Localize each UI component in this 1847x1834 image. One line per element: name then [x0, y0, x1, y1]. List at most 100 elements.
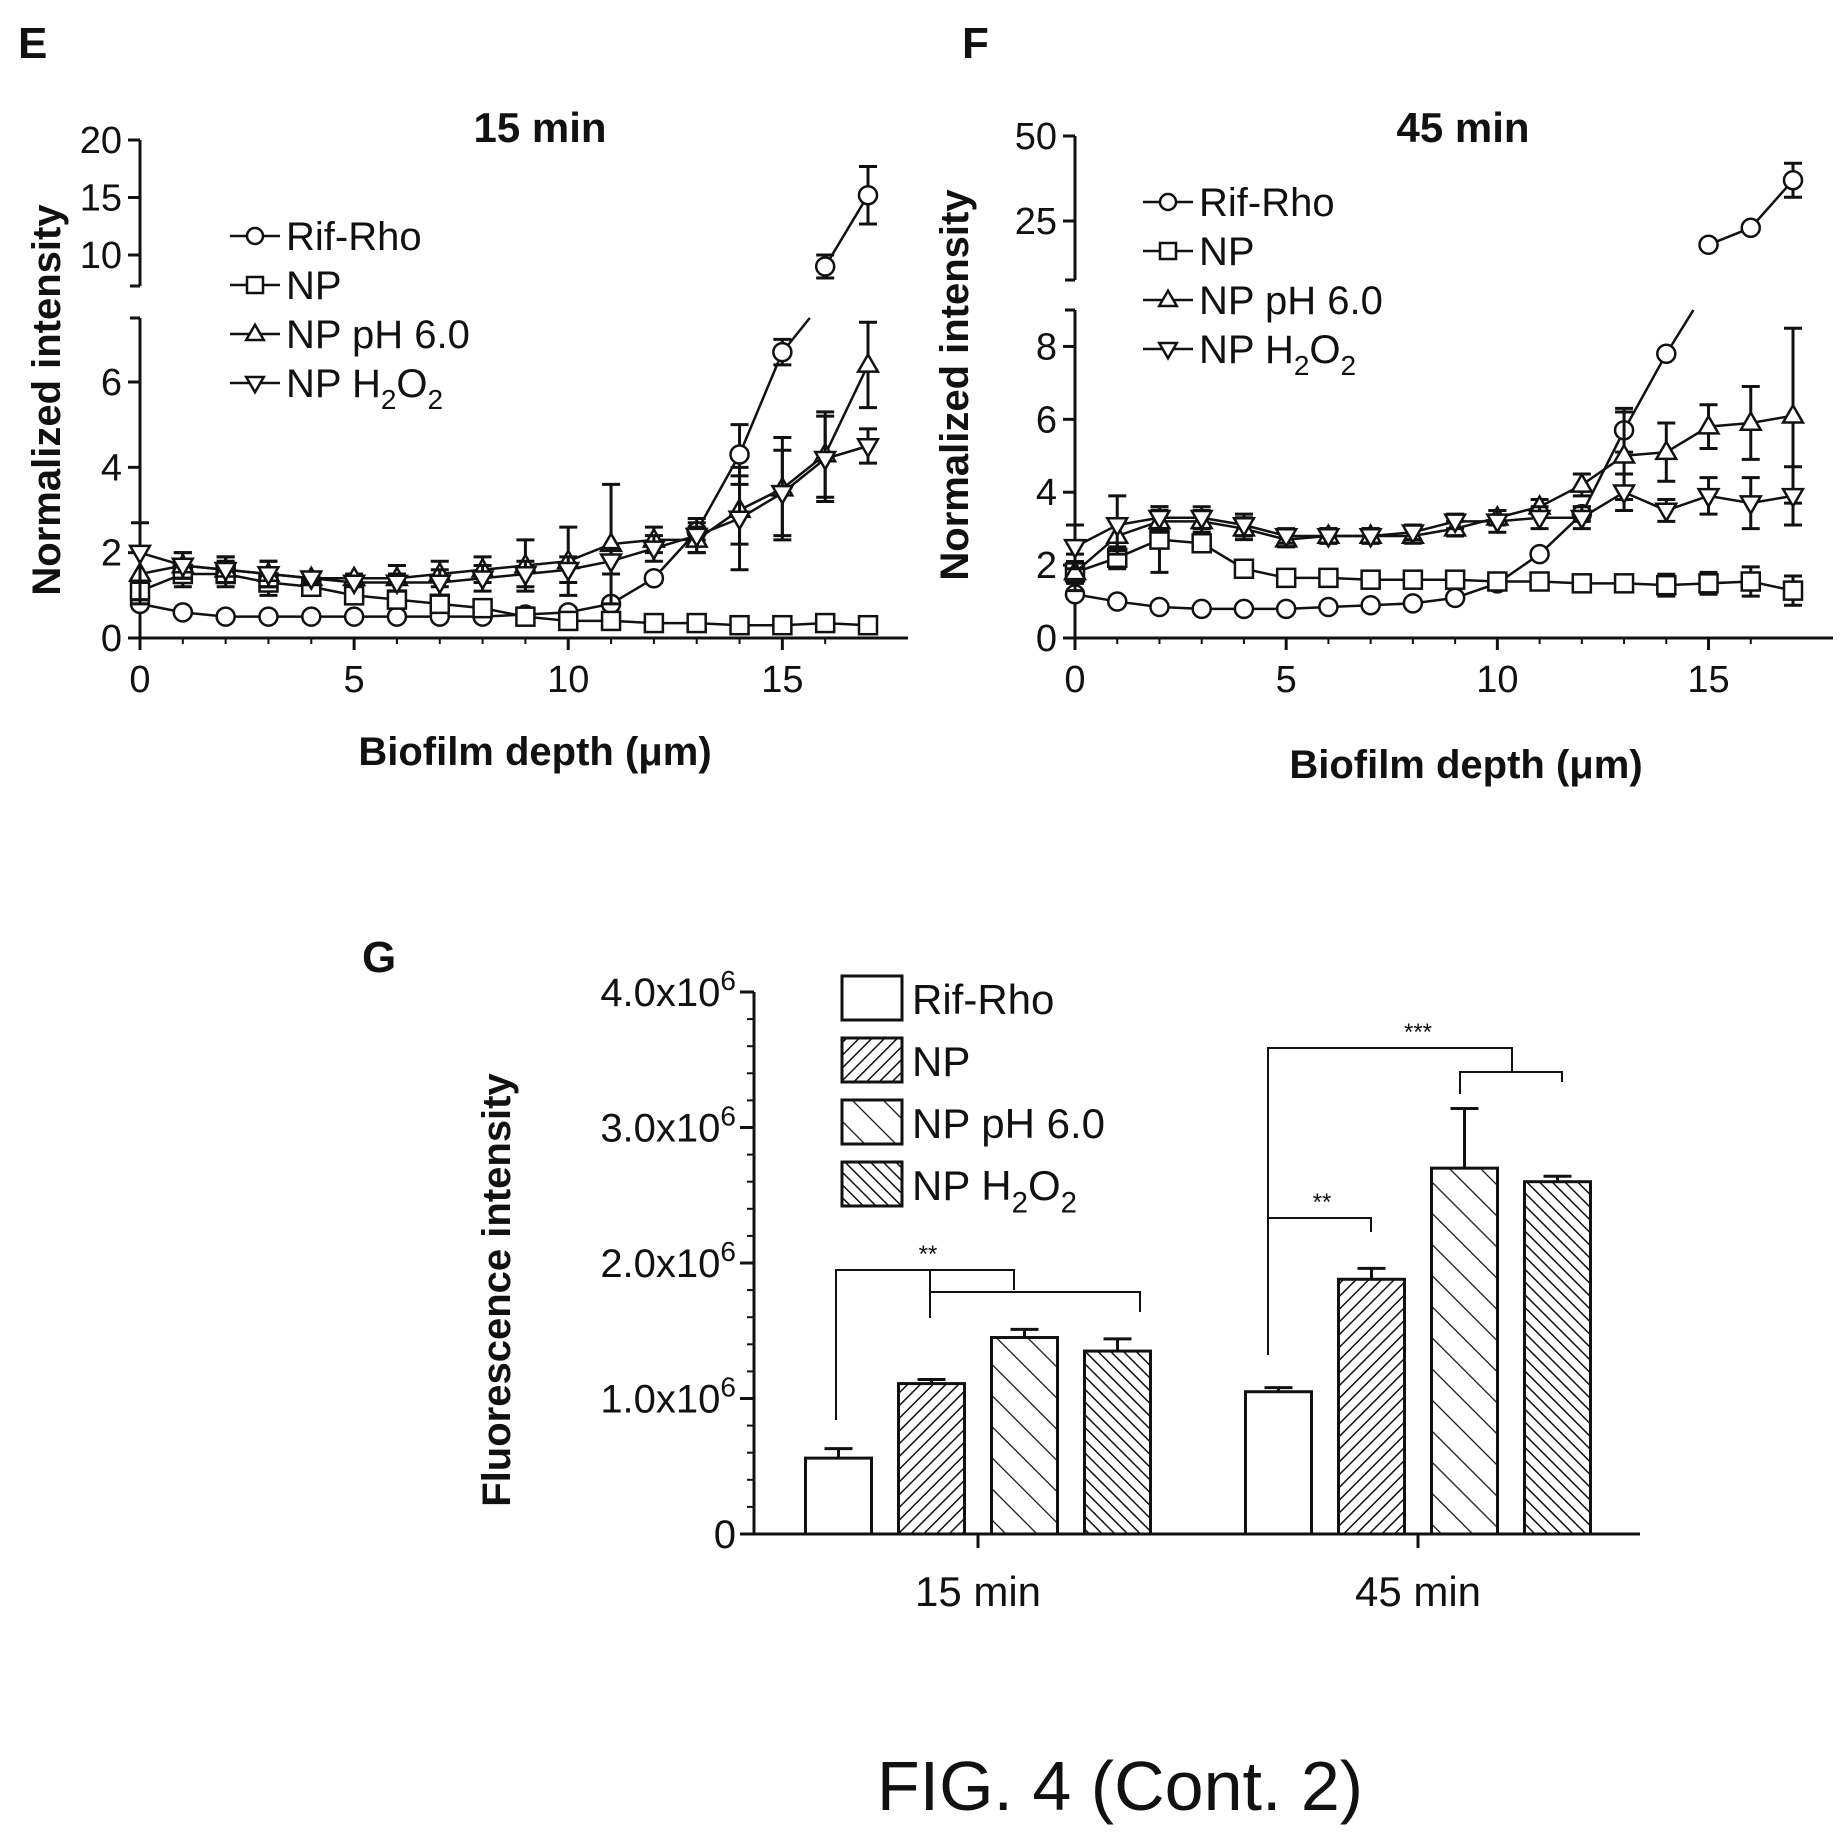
- panel-e-axes: 0 5 10 15 0 2 4 6 10 15 20: [80, 120, 908, 701]
- data-point: [686, 612, 707, 634]
- x-tick-label: 10: [547, 659, 589, 701]
- data-point: [1233, 558, 1255, 580]
- data-point: [1360, 569, 1381, 590]
- data-point: [857, 614, 879, 636]
- panel-g-ylabel: Fluorescence intensity: [475, 1073, 519, 1507]
- panel-g-letter: G: [362, 933, 396, 982]
- data-point: [1358, 527, 1383, 549]
- data-point: [813, 450, 838, 472]
- data-point: [1443, 513, 1468, 535]
- data-point: [258, 606, 279, 627]
- legend-label: NP: [912, 1038, 970, 1085]
- data-point: [1233, 598, 1255, 620]
- y-tick-label: 4: [101, 447, 122, 489]
- data-point: [1780, 402, 1806, 424]
- data-point: [1656, 343, 1677, 364]
- data-point: [557, 610, 579, 632]
- bar-np: [897, 1382, 966, 1536]
- data-point: [1780, 487, 1806, 509]
- data-point: [770, 484, 795, 506]
- data-point: [1316, 527, 1341, 549]
- data-point: [427, 574, 452, 596]
- panel-e-xlabel: Biofilm depth (μm): [358, 730, 711, 774]
- legend-marker: [1157, 288, 1179, 308]
- series-line: [139, 364, 870, 580]
- data-point: [256, 566, 281, 587]
- y-tick-label: 0: [101, 618, 122, 660]
- data-point: [342, 574, 367, 596]
- data-point: [170, 557, 195, 579]
- data-point: [1444, 569, 1466, 590]
- data-point: [1360, 594, 1381, 616]
- bar-np-h2o2: [1523, 1180, 1592, 1536]
- bar-np-ph-6-0: [1430, 1166, 1499, 1536]
- x-tick-label: 5: [344, 659, 365, 701]
- data-point: [1402, 569, 1424, 590]
- legend-marker: [245, 275, 265, 295]
- data-point: [1485, 513, 1510, 535]
- legend-label: NP pH 6.0: [912, 1100, 1105, 1147]
- panel-f-axes: 0 5 10 15 0 2 4 6 8 25 50: [1015, 116, 1833, 701]
- panel-f-legend: Rif-Rho NP NP pH 6.0 NP H2O2: [1143, 181, 1383, 381]
- series-np-ph-6-0: [127, 320, 881, 606]
- x-tick-label: 5: [1276, 659, 1297, 701]
- legend-label: NP pH 6.0: [286, 313, 470, 357]
- data-point: [1611, 442, 1637, 464]
- data-point: [1569, 472, 1594, 493]
- data-point: [1529, 543, 1550, 565]
- series-line: [139, 444, 869, 584]
- bar-np: [1337, 1277, 1406, 1536]
- bar-np-h2o2: [1083, 1349, 1152, 1536]
- panel-f-plot-area: [1062, 161, 1806, 620]
- y-tick-label: 0: [714, 1513, 736, 1557]
- panel-f: F 45 min Normalized intensity Biofilm de…: [933, 19, 1833, 787]
- data-point: [857, 184, 879, 206]
- data-point: [1740, 217, 1762, 239]
- legend-marker: [245, 226, 265, 246]
- legend-label: Rif-Rho: [1199, 181, 1335, 225]
- y-tick-label: 6: [1036, 399, 1057, 441]
- data-point: [1569, 509, 1594, 531]
- data-point: [643, 612, 665, 634]
- data-point: [1105, 517, 1130, 538]
- data-point: [641, 540, 666, 562]
- data-point: [343, 606, 365, 627]
- data-point: [1656, 574, 1677, 596]
- data-point: [299, 570, 324, 592]
- y-tick-label: 20: [80, 120, 122, 162]
- data-point: [855, 438, 881, 459]
- data-point: [386, 606, 408, 627]
- legend-marker: [1158, 241, 1178, 261]
- figure-caption: FIG. 4 (Cont. 2): [877, 1747, 1363, 1825]
- x-category-label: 45 min: [1355, 1568, 1481, 1615]
- panel-e-letter: E: [18, 19, 47, 68]
- data-point: [729, 614, 750, 636]
- legend-label: NP H2O2: [912, 1162, 1077, 1220]
- data-point: [1189, 509, 1214, 531]
- data-point: [1147, 509, 1172, 531]
- panel-f-ylabel: Normalized intensity: [933, 189, 977, 581]
- panel-e: E 15 min Normalized intensity Biofilm de…: [18, 19, 908, 774]
- significance-label: **: [1313, 1189, 1332, 1216]
- data-point: [515, 606, 536, 627]
- data-point: [1062, 559, 1088, 581]
- legend-swatch: [840, 1098, 904, 1146]
- legend-label: NP H2O2: [286, 362, 443, 415]
- data-point: [643, 568, 665, 589]
- series-line: [1074, 538, 1794, 592]
- y-tick-label: 1.0x106: [600, 1372, 736, 1422]
- data-point: [384, 574, 410, 596]
- legend-label: NP: [286, 264, 342, 308]
- data-point: [1696, 487, 1721, 509]
- data-point: [814, 612, 836, 634]
- y-tick-label: 25: [1015, 201, 1057, 243]
- data-point: [127, 544, 153, 566]
- significance-label: **: [919, 1241, 938, 1268]
- y-tick-label: 10: [80, 235, 122, 277]
- legend-marker: [244, 375, 266, 395]
- legend-swatch: [840, 974, 904, 1022]
- legend-swatch: [840, 1160, 904, 1208]
- panel-e-plot-area: [127, 164, 881, 636]
- data-point: [1698, 234, 1719, 256]
